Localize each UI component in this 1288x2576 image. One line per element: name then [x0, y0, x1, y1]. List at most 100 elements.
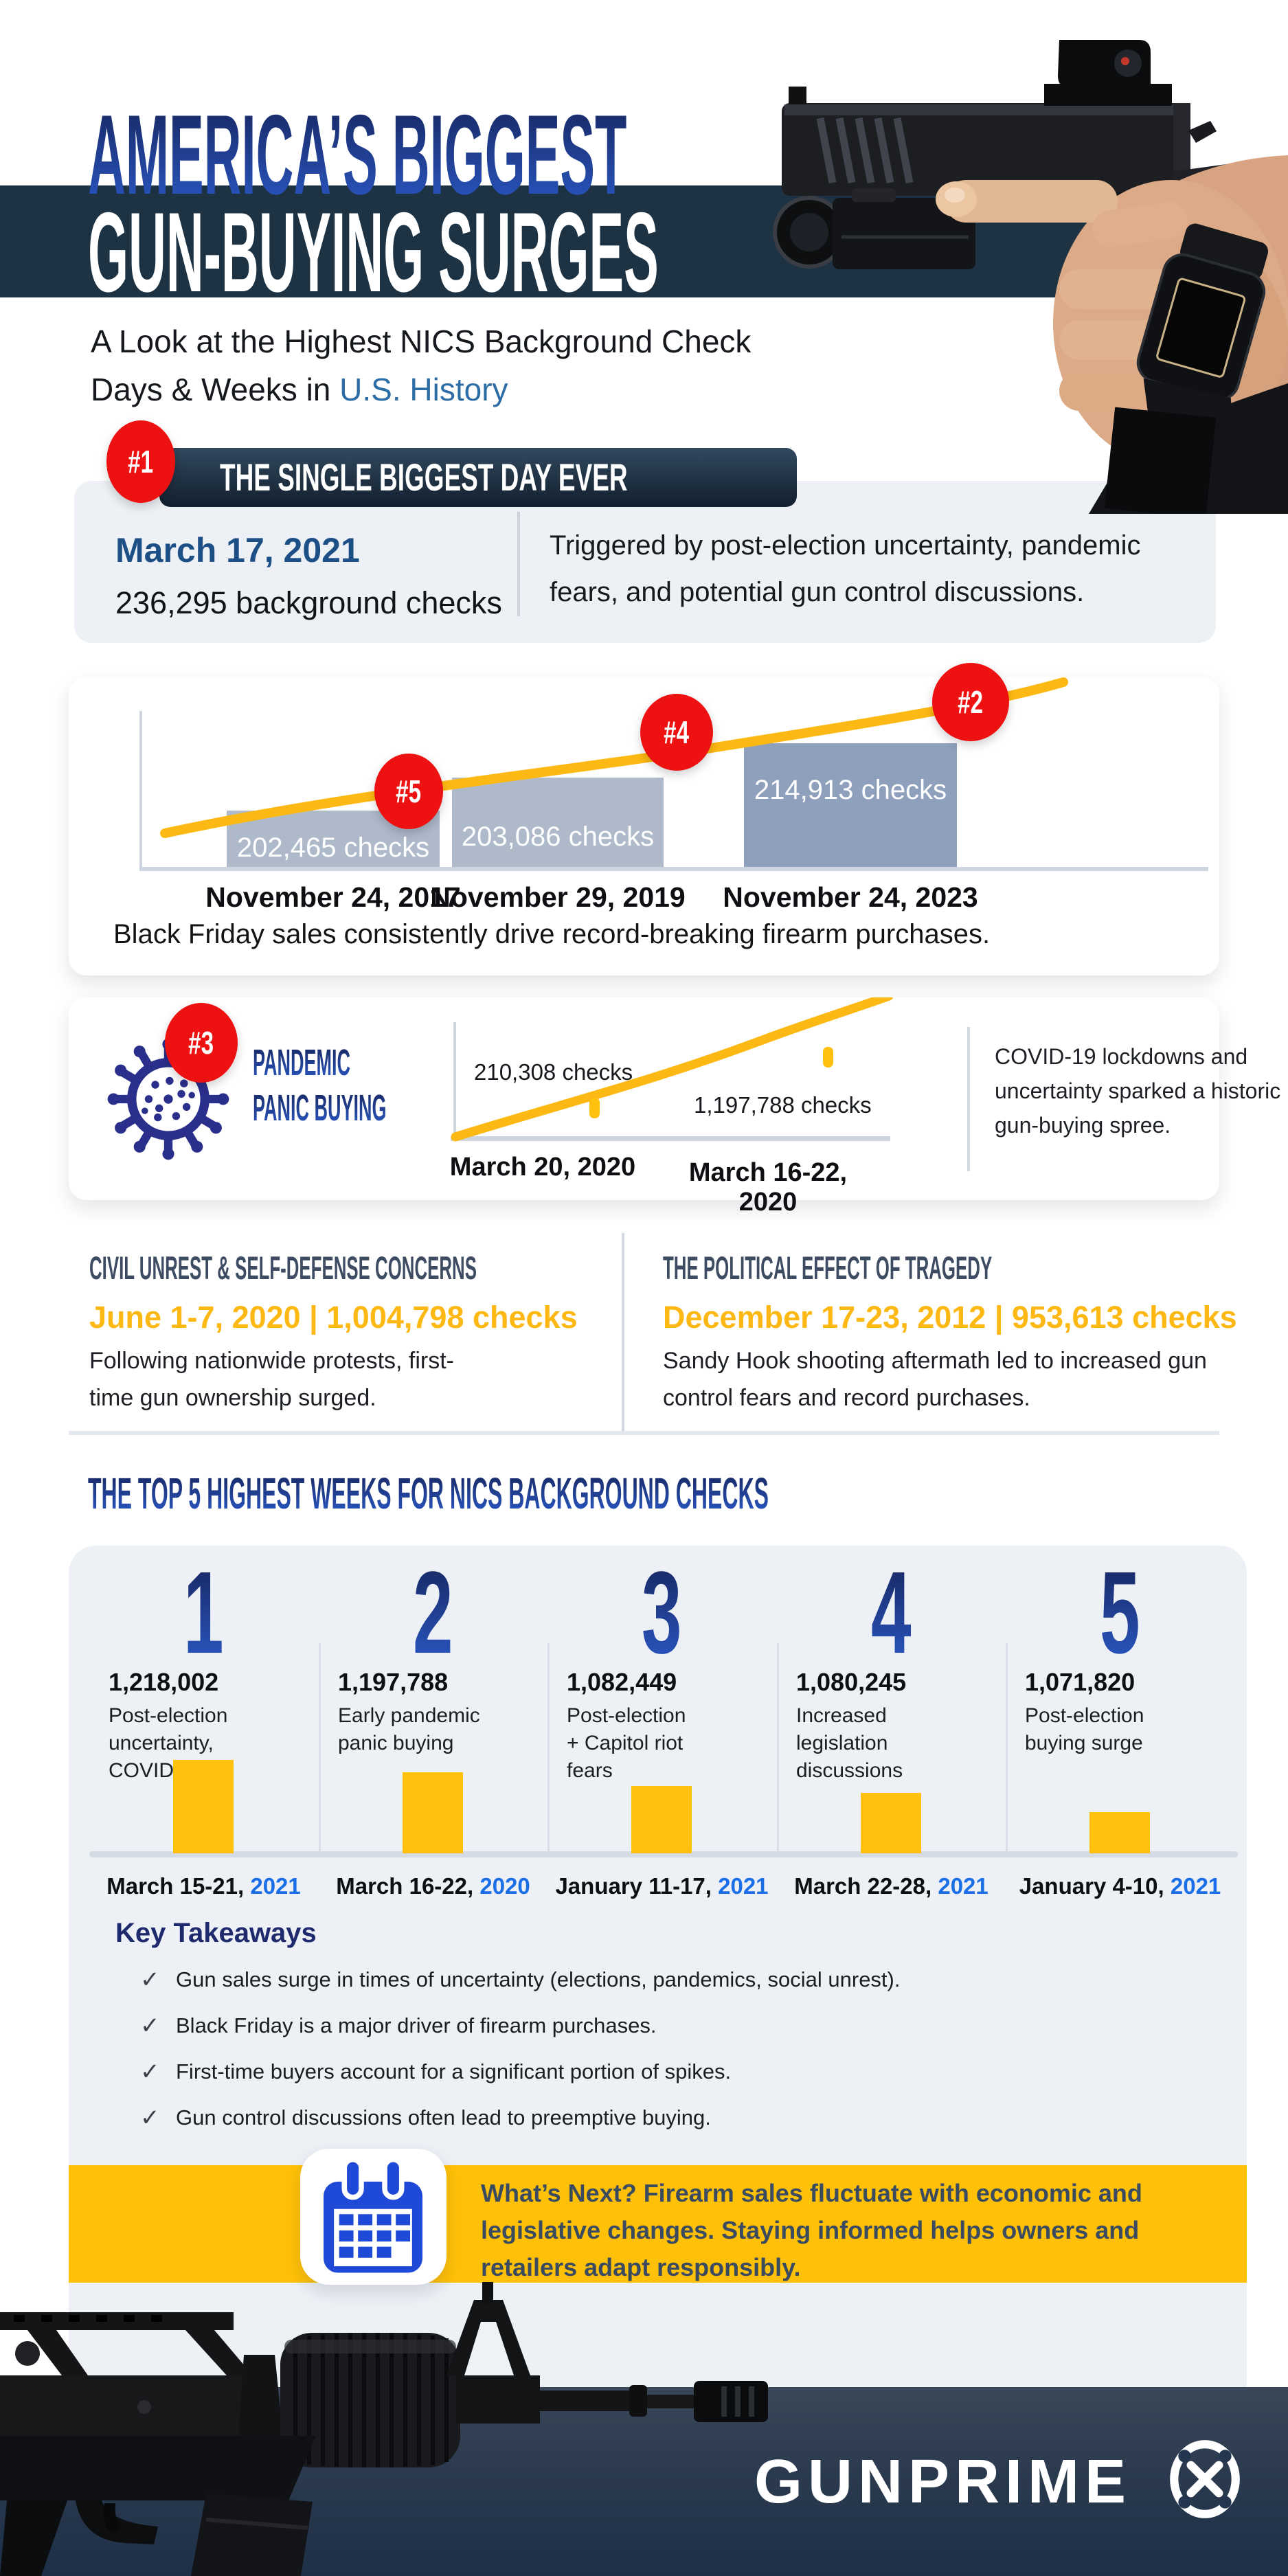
top5-desc-3: Post-election + Capitol riot fears — [567, 1704, 686, 1782]
tragedy-body-2: control fears and record purchases. — [663, 1385, 1030, 1411]
black-friday-baseline — [139, 867, 1208, 871]
rifle-illustration — [0, 2282, 768, 2576]
top5-heading: THE TOP 5 HIGHEST WEEKS FOR NICS BACKGRO… — [88, 1471, 1288, 1515]
black-friday-y-axis — [139, 711, 142, 870]
top5-date-4-text: March 22-28, — [794, 1873, 932, 1899]
top5-year-4: 2021 — [938, 1873, 988, 1899]
rank-2-badge-label: #2 — [958, 684, 984, 720]
civil-unrest-body-1: Following nationwide protests, first- — [89, 1348, 455, 1374]
subtitle-accent: U.S. History — [339, 372, 508, 407]
bar-2017-value: 202,465 checks — [236, 833, 430, 863]
pandemic-point1-date: March 20, 2020 — [449, 1153, 636, 1182]
rank-5-badge: #5 — [374, 754, 443, 829]
top5-date-3: January 11-17, 2021 — [541, 1873, 783, 1899]
top5-date-2-text: March 16-22, — [336, 1873, 474, 1899]
top5-rank-3-text: 3 — [642, 1548, 682, 1678]
top5-date-5-text: January 4-10, — [1019, 1873, 1164, 1899]
top5-rank-4-text: 4 — [871, 1548, 912, 1678]
pandemic-title-text-2: PANIC BUYING — [253, 1087, 387, 1129]
bar-2019-value: 203,086 checks — [461, 822, 655, 852]
bar-2023-date: November 24, 2023 — [723, 881, 978, 913]
pandemic-desc-2: uncertainty sparked a historic — [995, 1078, 1281, 1103]
bar-2017-date: November 24, 2017 — [205, 881, 461, 913]
check-icon-2: ✓ — [140, 2013, 160, 2039]
rank-1-badge-label: #1 — [128, 444, 154, 479]
top5-year-1: 2021 — [250, 1873, 301, 1899]
pandemic-point2-value: 1,197,788 checks — [694, 1092, 872, 1118]
top5-date-3-text: January 11-17, — [555, 1873, 712, 1899]
biggest-day-desc-1: Triggered by post-election uncertainty, … — [550, 530, 1141, 561]
calendar-icon — [324, 2156, 422, 2273]
top5-rank-1: 1 — [89, 1548, 318, 1678]
pandemic-title-text-1: PANDEMIC — [253, 1042, 351, 1083]
biggest-day-date: March 17, 2021 — [115, 531, 360, 569]
events-divider — [622, 1233, 624, 1432]
rank-3-badge-label: #3 — [188, 1025, 214, 1061]
tragedy-highlight: December 17-23, 2012 | 953,613 checks — [663, 1300, 1237, 1335]
subtitle-line1: A Look at the Highest NICS Background Ch… — [91, 324, 752, 359]
check-icon-4: ✓ — [140, 2105, 160, 2131]
biggest-day-stat: 236,295 background checks — [115, 585, 502, 620]
top5-value-4: 1,080,245 — [796, 1668, 907, 1696]
pandemic-y-axis — [453, 1022, 456, 1139]
check-icon-3: ✓ — [140, 2059, 160, 2085]
bar-2019-date: November 29, 2019 — [430, 881, 686, 913]
single-biggest-day-title: THE SINGLE BIGGEST DAY EVER — [220, 455, 628, 499]
takeaway-item-2: Black Friday is a major driver of firear… — [176, 2013, 657, 2037]
tragedy-body-1: Sandy Hook shooting aftermath led to inc… — [663, 1348, 1207, 1374]
top5-year-3: 2021 — [718, 1873, 769, 1899]
top5-year-2: 2020 — [479, 1873, 530, 1899]
bar-2023-value: 214,913 checks — [754, 775, 947, 805]
pandemic-title-1: PANDEMIC — [253, 1044, 448, 1081]
key-takeaways-title: Key Takeaways — [115, 1918, 317, 1948]
pandemic-point1-value: 210,308 checks — [474, 1059, 633, 1085]
pistol-photo-illustration — [773, 0, 1288, 514]
whats-next-band — [69, 2165, 1247, 2283]
top5-date-2: March 16-22, 2020 — [312, 1873, 554, 1899]
title-text-1: AMERICA’S BIGGEST — [88, 91, 627, 218]
top5-rank-2: 2 — [319, 1555, 547, 1671]
top5-divider-4 — [1006, 1643, 1008, 1853]
civil-unrest-highlight: June 1-7, 2020 | 1,004,798 checks — [89, 1300, 578, 1335]
top5-rank-1-text: 1 — [183, 1548, 224, 1678]
pandemic-line-chart — [451, 997, 894, 1142]
pandemic-baseline — [451, 1136, 890, 1141]
top5-rank-4: 4 — [777, 1548, 1006, 1678]
top5-heading-text: THE TOP 5 HIGHEST WEEKS FOR NICS BACKGRO… — [88, 1469, 769, 1518]
biggest-day-divider — [517, 512, 520, 616]
brand-logo: GUNPRIME — [754, 2448, 1132, 2516]
rank-3-badge: #3 — [165, 1003, 238, 1083]
black-friday-caption: Black Friday sales consistently drive re… — [113, 919, 991, 949]
top5-rank-5: 5 — [1006, 1548, 1234, 1678]
top5-date-5: January 4-10, 2021 — [999, 1873, 1241, 1899]
pandemic-desc-1: COVID-19 lockdowns and — [995, 1044, 1248, 1069]
top5-baseline — [89, 1851, 1238, 1857]
check-icon-1: ✓ — [140, 1967, 160, 1993]
top5-value-2: 1,197,788 — [338, 1668, 449, 1696]
whats-next-line-3: retailers adapt responsibly. — [481, 2253, 801, 2281]
top5-value-3: 1,082,449 — [567, 1668, 677, 1696]
page-title-line1: AMERICA’S BIGGEST — [88, 98, 1259, 212]
pandemic-point2-date: March 16-22, 2020 — [688, 1158, 848, 1217]
takeaway-item-4: Gun control discussions often lead to pr… — [176, 2105, 711, 2129]
civil-unrest-title-text: CIVIL UNREST & SELF-DEFENSE CONCERNS — [89, 1250, 477, 1286]
whats-next-line-1: What’s Next? Firearm sales fluctuate wit… — [481, 2179, 1142, 2207]
tragedy-title: THE POLITICAL EFFECT OF TRAGEDY — [663, 1252, 1261, 1284]
top5-divider-1 — [319, 1643, 321, 1853]
top5-date-1-text: March 15-21, — [106, 1873, 245, 1899]
biggest-day-desc-2: fears, and potential gun control discuss… — [550, 577, 1085, 607]
single-biggest-day-card — [74, 481, 1216, 643]
subtitle-line2: Days & Weeks in U.S. History — [91, 371, 508, 408]
tragedy-title-text: THE POLITICAL EFFECT OF TRAGEDY — [663, 1250, 993, 1286]
top5-value-1: 1,218,002 — [109, 1668, 219, 1696]
rank-4-badge: #4 — [640, 694, 713, 771]
rank-1-badge: #1 — [106, 420, 175, 503]
top5-desc-2: Early pandemic panic buying — [338, 1704, 480, 1754]
title-text-2: GUN-BUYING SURGES — [88, 189, 659, 315]
single-biggest-day-pill: THE SINGLE BIGGEST DAY EVER — [159, 448, 797, 507]
top5-rank-5-text: 5 — [1100, 1548, 1140, 1678]
top5-bar-2 — [403, 1772, 463, 1853]
top5-divider-3 — [777, 1643, 779, 1853]
top5-bar-4 — [861, 1793, 921, 1853]
